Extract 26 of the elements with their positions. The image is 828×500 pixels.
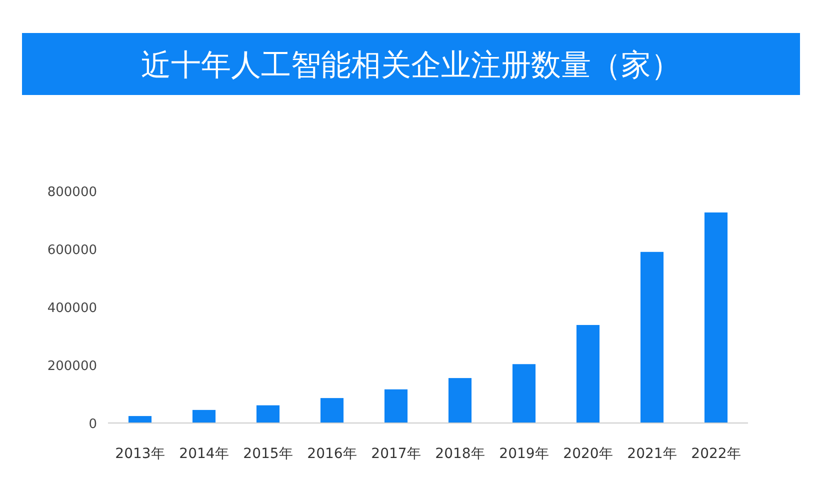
x-tick-label: 2016年 xyxy=(307,446,357,462)
y-tick-label: 600000 xyxy=(47,243,97,258)
bar xyxy=(640,252,664,423)
x-tick-label: 2015年 xyxy=(243,446,293,462)
y-tick-label: 800000 xyxy=(47,185,97,200)
bar xyxy=(448,378,472,423)
bar xyxy=(512,364,536,423)
x-tick-label: 2018年 xyxy=(435,446,485,462)
y-tick-label: 0 xyxy=(88,417,97,432)
bar xyxy=(256,405,280,423)
chart-title: 近十年人工智能相关企业注册数量（家） xyxy=(141,48,681,83)
x-tick-label: 2014年 xyxy=(179,446,229,462)
y-tick-label: 200000 xyxy=(47,359,97,374)
bar xyxy=(128,416,152,423)
x-tick-label: 2020年 xyxy=(563,446,613,462)
y-tick-label: 400000 xyxy=(47,301,97,316)
bar xyxy=(704,212,728,423)
bar xyxy=(320,398,344,423)
x-tick-label: 2013年 xyxy=(115,446,165,462)
x-tick-label: 2019年 xyxy=(499,446,549,462)
x-tick-label: 2017年 xyxy=(371,446,421,462)
bar xyxy=(384,389,408,423)
x-tick-label: 2022年 xyxy=(691,446,741,462)
x-tick-label: 2021年 xyxy=(627,446,677,462)
bar xyxy=(576,324,600,423)
bar xyxy=(192,410,216,423)
